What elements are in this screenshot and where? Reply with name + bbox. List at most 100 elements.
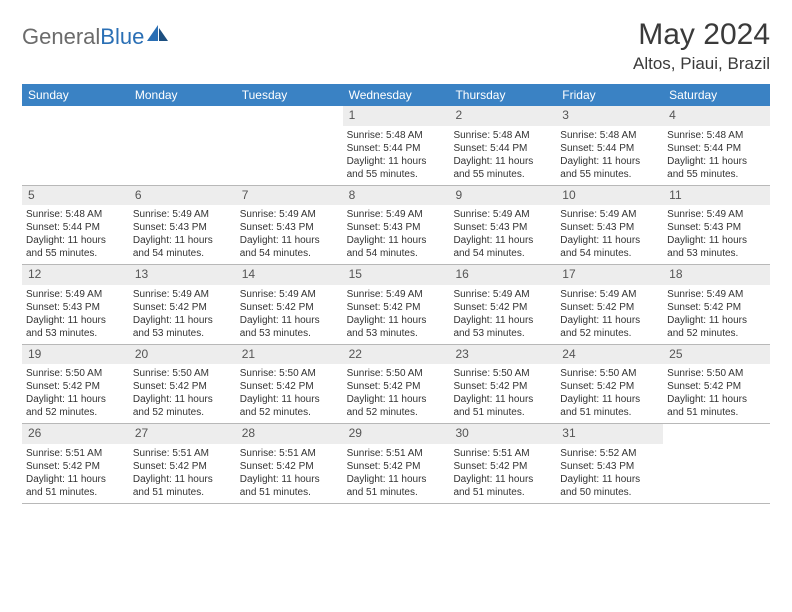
daylight-line: Daylight: 11 hours and 55 minutes. — [667, 155, 766, 181]
sunset-line: Sunset: 5:44 PM — [560, 142, 659, 155]
day-cell: 17Sunrise: 5:49 AMSunset: 5:42 PMDayligh… — [556, 265, 663, 344]
sunrise-line: Sunrise: 5:48 AM — [560, 129, 659, 142]
day-number: 8 — [343, 186, 450, 206]
daylight-line: Daylight: 11 hours and 54 minutes. — [240, 234, 339, 260]
day-cell: 5Sunrise: 5:48 AMSunset: 5:44 PMDaylight… — [22, 186, 129, 265]
daylight-line: Daylight: 11 hours and 51 minutes. — [347, 473, 446, 499]
sunset-line: Sunset: 5:43 PM — [560, 460, 659, 473]
daylight-line: Daylight: 11 hours and 50 minutes. — [560, 473, 659, 499]
daylight-line: Daylight: 11 hours and 53 minutes. — [133, 314, 232, 340]
day-cell: 10Sunrise: 5:49 AMSunset: 5:43 PMDayligh… — [556, 186, 663, 265]
brand-part1: General — [22, 24, 100, 49]
daylight-line: Daylight: 11 hours and 51 minutes. — [453, 473, 552, 499]
day-number: 1 — [343, 106, 450, 126]
day-cell: 13 Sunrise: 5:49 AMSunset: 5:42 PMDayligh… — [129, 265, 236, 344]
daylight-line: Daylight: 11 hours and 54 minutes. — [347, 234, 446, 260]
sunrise-line: Sunrise: 5:51 AM — [26, 447, 125, 460]
day-cell: 15Sunrise: 5:49 AMSunset: 5:42 PMDayligh… — [343, 265, 450, 344]
header: GeneralBlue May 2024 Altos, Piaui, Brazi… — [22, 18, 770, 74]
daylight-line: Daylight: 11 hours and 53 minutes. — [347, 314, 446, 340]
day-cell — [236, 106, 343, 185]
daylight-line: Daylight: 11 hours and 53 minutes. — [240, 314, 339, 340]
week-row: 26Sunrise: 5:51 AMSunset: 5:42 PMDayligh… — [22, 424, 770, 504]
sunset-line: Sunset: 5:42 PM — [453, 380, 552, 393]
day-cell: 25Sunrise: 5:50 AMSunset: 5:42 PMDayligh… — [663, 345, 770, 424]
day-number: 18 — [663, 265, 770, 285]
sunset-line: Sunset: 5:42 PM — [133, 301, 232, 314]
day-cell: 30Sunrise: 5:51 AMSunset: 5:42 PMDayligh… — [449, 424, 556, 503]
day-cell: 28Sunrise: 5:51 AMSunset: 5:42 PMDayligh… — [236, 424, 343, 503]
sunset-line: Sunset: 5:43 PM — [667, 221, 766, 234]
sunrise-line: Sunrise: 5:48 AM — [667, 129, 766, 142]
day-cell: 26Sunrise: 5:51 AMSunset: 5:42 PMDayligh… — [22, 424, 129, 503]
day-cell: 3 Sunrise: 5:48 AMSunset: 5:44 PMDaylight… — [556, 106, 663, 185]
sunset-line: Sunset: 5:42 PM — [453, 301, 552, 314]
day-number: 21 — [236, 345, 343, 365]
day-number: 26 — [22, 424, 129, 444]
day-cell: 31Sunrise: 5:52 AMSunset: 5:43 PMDayligh… — [556, 424, 663, 503]
day-cell: 9Sunrise: 5:49 AMSunset: 5:43 PMDaylight… — [449, 186, 556, 265]
day-header: Friday — [556, 84, 663, 106]
sunset-line: Sunset: 5:44 PM — [453, 142, 552, 155]
day-cell: 23 Sunrise: 5:50 AMSunset: 5:42 PMDayligh… — [449, 345, 556, 424]
day-number: 17 — [556, 265, 663, 285]
sunrise-line: Sunrise: 5:49 AM — [667, 288, 766, 301]
daylight-line: Daylight: 11 hours and 52 minutes. — [133, 393, 232, 419]
sunrise-line: Sunrise: 5:50 AM — [667, 367, 766, 380]
sunrise-line: Sunrise: 5:51 AM — [453, 447, 552, 460]
day-number: 7 — [236, 186, 343, 206]
brand-text: GeneralBlue — [22, 24, 144, 50]
sunrise-line: Sunrise: 5:49 AM — [347, 208, 446, 221]
day-cell: 16Sunrise: 5:49 AMSunset: 5:42 PMDayligh… — [449, 265, 556, 344]
day-cell: 21Sunrise: 5:50 AMSunset: 5:42 PMDayligh… — [236, 345, 343, 424]
sunrise-line: Sunrise: 5:51 AM — [133, 447, 232, 460]
sunrise-line: Sunrise: 5:49 AM — [560, 208, 659, 221]
day-cell: 27Sunrise: 5:51 AMSunset: 5:42 PMDayligh… — [129, 424, 236, 503]
sunset-line: Sunset: 5:42 PM — [347, 380, 446, 393]
day-number: 5 — [22, 186, 129, 206]
sunrise-line: Sunrise: 5:52 AM — [560, 447, 659, 460]
sunrise-line: Sunrise: 5:49 AM — [133, 288, 232, 301]
week-row: 19Sunrise: 5:50 AMSunset: 5:42 PMDayligh… — [22, 345, 770, 425]
day-number: 28 — [236, 424, 343, 444]
sunrise-line: Sunrise: 5:50 AM — [133, 367, 232, 380]
sunset-line: Sunset: 5:42 PM — [667, 380, 766, 393]
day-number: 15 — [343, 265, 450, 285]
sunrise-line: Sunrise: 5:49 AM — [453, 288, 552, 301]
day-cell: 12Sunrise: 5:49 AMSunset: 5:43 PMDayligh… — [22, 265, 129, 344]
day-cell: 19Sunrise: 5:50 AMSunset: 5:42 PMDayligh… — [22, 345, 129, 424]
sunrise-line: Sunrise: 5:50 AM — [453, 367, 552, 380]
title-block: May 2024 Altos, Piaui, Brazil — [633, 18, 770, 74]
sunrise-line: Sunrise: 5:49 AM — [560, 288, 659, 301]
daylight-line: Daylight: 11 hours and 54 minutes. — [453, 234, 552, 260]
daylight-line: Daylight: 11 hours and 51 minutes. — [453, 393, 552, 419]
day-number: 10 — [556, 186, 663, 206]
daylight-line: Daylight: 11 hours and 55 minutes. — [26, 234, 125, 260]
day-cell — [663, 424, 770, 503]
sunset-line: Sunset: 5:42 PM — [560, 380, 659, 393]
daylight-line: Daylight: 11 hours and 51 minutes. — [26, 473, 125, 499]
sunset-line: Sunset: 5:42 PM — [560, 301, 659, 314]
daylight-line: Daylight: 11 hours and 53 minutes. — [26, 314, 125, 340]
daylight-line: Daylight: 11 hours and 55 minutes. — [347, 155, 446, 181]
day-cell: 18Sunrise: 5:49 AMSunset: 5:42 PMDayligh… — [663, 265, 770, 344]
day-number: 27 — [129, 424, 236, 444]
location-text: Altos, Piaui, Brazil — [633, 54, 770, 74]
sunset-line: Sunset: 5:42 PM — [347, 460, 446, 473]
sunset-line: Sunset: 5:42 PM — [667, 301, 766, 314]
day-header: Wednesday — [343, 84, 450, 106]
day-number: 13 — [129, 265, 236, 285]
calendar-body: 1Sunrise: 5:48 AMSunset: 5:44 PMDaylight… — [22, 106, 770, 504]
day-number: 3 — [556, 106, 663, 126]
daylight-line: Daylight: 11 hours and 55 minutes. — [560, 155, 659, 181]
day-number: 19 — [22, 345, 129, 365]
day-header: Saturday — [663, 84, 770, 106]
day-number: 14 — [236, 265, 343, 285]
day-number: 16 — [449, 265, 556, 285]
day-cell: 14 Sunrise: 5:49 AMSunset: 5:42 PMDayligh… — [236, 265, 343, 344]
day-number: 6 — [129, 186, 236, 206]
sunrise-line: Sunrise: 5:49 AM — [240, 288, 339, 301]
sunset-line: Sunset: 5:44 PM — [26, 221, 125, 234]
day-number: 23 — [449, 345, 556, 365]
sunset-line: Sunset: 5:42 PM — [240, 301, 339, 314]
